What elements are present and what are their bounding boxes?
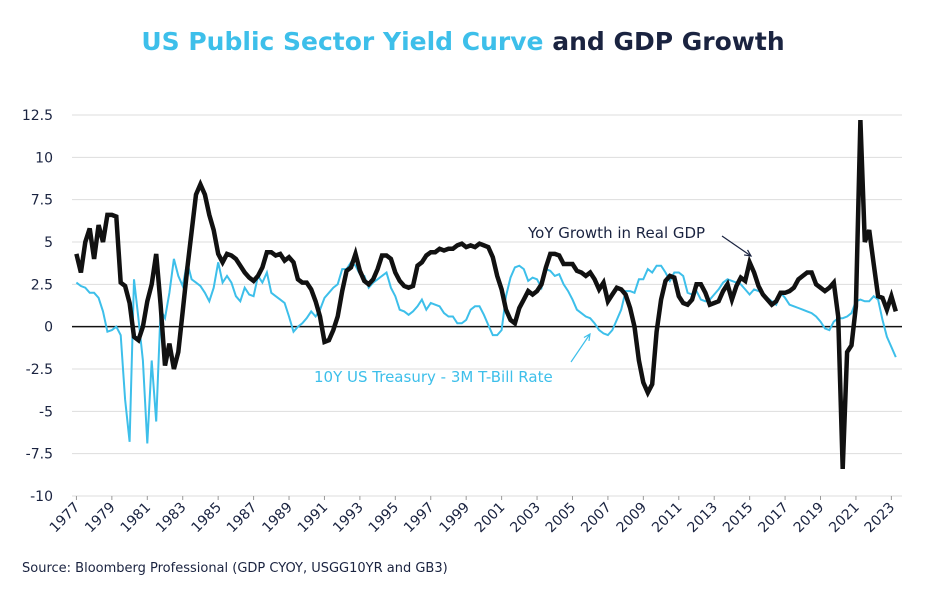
chart-title: US Public Sector Yield Curve and GDP Gro… xyxy=(141,27,784,56)
x-tick-label: 1983 xyxy=(153,500,190,537)
y-tick-label: -10 xyxy=(30,489,53,505)
x-tick-label: 2011 xyxy=(649,500,686,537)
y-tick-label: -7.5 xyxy=(26,447,53,463)
y-tick-label: 7.5 xyxy=(31,193,53,209)
source-note: Source: Bloomberg Professional (GDP CYOY… xyxy=(22,561,448,576)
x-tick-label: 2015 xyxy=(720,500,757,537)
title-part: and GDP Growth xyxy=(552,27,784,56)
x-tick-label: 2023 xyxy=(862,500,899,537)
x-tick-label: 1981 xyxy=(118,500,155,537)
x-tick-label: 2017 xyxy=(755,500,792,537)
x-tick-label: 1997 xyxy=(401,500,438,537)
x-tick-label: 2021 xyxy=(826,500,863,537)
annotation-arrow xyxy=(721,235,752,257)
x-tick-label: 2003 xyxy=(507,500,544,537)
x-tick-label: 1999 xyxy=(436,500,473,537)
x-tick-label: 1993 xyxy=(330,500,367,537)
x-tick-label: 2009 xyxy=(614,500,651,537)
y-tick-label: -5 xyxy=(39,404,53,420)
x-tick-label: 2005 xyxy=(543,500,580,537)
y-tick-label: 5 xyxy=(44,235,53,251)
series-line xyxy=(74,120,898,469)
x-tick-label: 2019 xyxy=(791,500,828,537)
y-tick-label: 2.5 xyxy=(31,277,53,293)
x-tick-label: 2001 xyxy=(472,500,509,537)
x-tick-label: 1989 xyxy=(259,500,296,537)
arrow-head xyxy=(743,249,753,257)
series-label: 10Y US Treasury - 3M T-Bill Rate xyxy=(314,368,553,386)
title-part: US Public Sector Yield Curve xyxy=(141,27,543,56)
y-tick-label: 12.5 xyxy=(22,108,53,124)
arrow-head xyxy=(583,332,591,342)
series-label: YoY Growth in Real GDP xyxy=(527,224,705,242)
y-tick-label: -2.5 xyxy=(26,362,53,378)
x-tick-label: 2007 xyxy=(578,500,615,537)
x-tick-label: 1985 xyxy=(188,500,225,537)
series-line xyxy=(75,258,897,444)
y-tick-label: 10 xyxy=(35,150,53,166)
y-tick-label: 0 xyxy=(44,320,53,336)
x-tick-label: 1987 xyxy=(224,500,261,537)
x-tick-label: 2013 xyxy=(685,500,722,537)
x-tick-label: 1995 xyxy=(366,500,403,537)
annotation-arrow xyxy=(570,333,591,363)
x-tick-label: 1991 xyxy=(295,500,332,537)
x-tick-label: 1979 xyxy=(82,500,119,537)
